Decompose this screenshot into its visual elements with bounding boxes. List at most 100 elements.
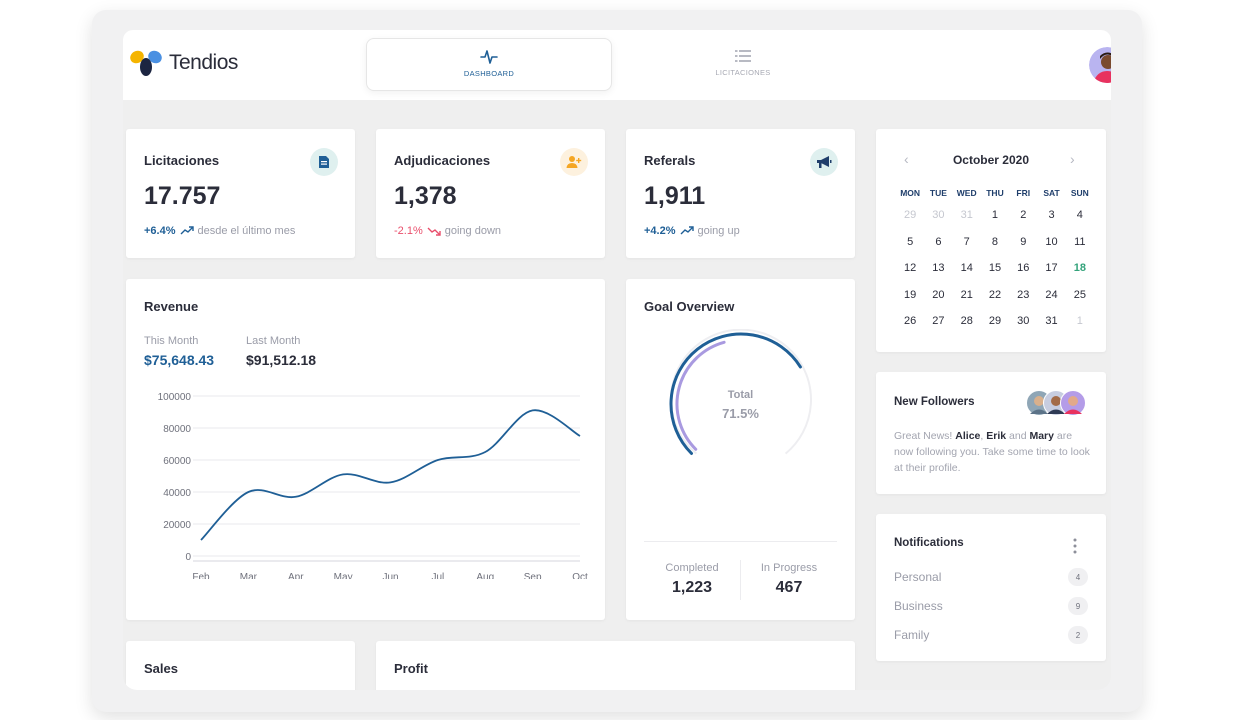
calendar-day[interactable]: 27 xyxy=(932,315,945,328)
sales-card: Sales xyxy=(126,641,355,690)
calendar-day[interactable]: 10 xyxy=(1045,235,1058,248)
revenue-series-line xyxy=(200,409,581,541)
follower-name[interactable]: Alice xyxy=(955,430,981,442)
this-month-label: This Month xyxy=(144,335,199,347)
brand-name[interactable]: Tendios xyxy=(169,51,238,74)
stat-footer: +6.4% desde el último mes xyxy=(144,225,295,237)
profit-card: Profit xyxy=(376,641,855,690)
calendar-day[interactable]: 5 xyxy=(907,235,914,248)
chevron-left-icon[interactable]: ‹ xyxy=(904,151,909,167)
tab-licitaciones[interactable]: LICITACIONES xyxy=(620,38,866,91)
chevron-right-icon[interactable]: › xyxy=(1070,151,1075,167)
y-tick-label: 100000 xyxy=(158,392,192,403)
follower-name[interactable]: Mary xyxy=(1029,430,1054,442)
y-tick-label: 40000 xyxy=(163,488,191,499)
followers-sep: , xyxy=(980,430,987,442)
calendar-day[interactable]: 4 xyxy=(1076,209,1083,222)
calendar-day[interactable]: 8 xyxy=(991,235,999,248)
calendar-day[interactable]: 3 xyxy=(1048,209,1055,222)
calendar-day[interactable]: 11 xyxy=(1074,235,1086,248)
calendar-day[interactable]: 23 xyxy=(1017,288,1030,301)
user-avatar[interactable] xyxy=(1089,47,1111,83)
notification-count: 4 xyxy=(1068,568,1088,586)
x-tick-label: Jul xyxy=(431,572,444,579)
x-tick-label: Jun xyxy=(382,572,398,579)
x-tick-label: Sep xyxy=(524,572,542,579)
in-progress-label: In Progress xyxy=(760,562,818,574)
tab-licitaciones-label: LICITACIONES xyxy=(715,68,771,77)
calendar-day[interactable]: 29 xyxy=(904,209,917,222)
calendar-day[interactable]: 30 xyxy=(1017,315,1030,328)
goal-card: Goal Overview Total 71.5% Completed 1,22… xyxy=(626,279,855,620)
followers-card: New Followers Great News! Alice, Erik an… xyxy=(876,372,1106,494)
stat-footer: -2.1% going down xyxy=(394,225,501,237)
calendar-day[interactable]: 7 xyxy=(963,235,970,248)
calendar-day[interactable]: 21 xyxy=(960,288,973,301)
stat-card-licitaciones: Licitaciones 17.757 +6.4% desde el últim… xyxy=(126,129,355,258)
follower-avatar[interactable] xyxy=(1060,390,1086,416)
calendar-day[interactable]: 16 xyxy=(1017,262,1030,275)
stat-value: 17.757 xyxy=(144,182,221,210)
calendar-day[interactable]: 24 xyxy=(1045,288,1058,301)
goal-ring xyxy=(669,329,812,455)
weekday-label: FRI xyxy=(1016,188,1031,198)
follower-avatars xyxy=(1026,390,1090,416)
calendar-day[interactable]: 9 xyxy=(1020,235,1027,248)
more-vertical-icon[interactable] xyxy=(1072,538,1078,554)
notification-item[interactable]: Personal 4 xyxy=(894,568,1088,586)
x-tick-label: Apr xyxy=(288,572,304,579)
calendar-day[interactable]: 25 xyxy=(1073,288,1086,301)
calendar-month: October 2020 xyxy=(952,153,1030,167)
notification-label: Family xyxy=(894,628,930,642)
followers-text-pre: Great News! xyxy=(894,430,956,442)
stat-note: desde el último mes xyxy=(197,225,296,237)
trend-up-icon xyxy=(680,226,694,235)
calendar-day[interactable]: 12 xyxy=(904,262,917,275)
stat-card-adjudicaciones: Adjudicaciones 1,378 -2.1% going down xyxy=(376,129,605,258)
calendar-day[interactable]: 20 xyxy=(932,288,945,301)
calendar-day[interactable]: 19 xyxy=(904,288,917,301)
calendar-day[interactable]: 30 xyxy=(932,209,945,222)
tab-dashboard[interactable]: DASHBOARD xyxy=(366,38,612,91)
calendar-card: ‹ October 2020 › MON TUE WED THU FRI SAT SUN 29… xyxy=(876,129,1106,352)
calendar-day[interactable]: 28 xyxy=(960,315,973,328)
this-month-value: $75,648.43 xyxy=(144,352,215,368)
calendar-day[interactable]: 22 xyxy=(988,288,1002,301)
profit-title: Profit xyxy=(394,661,428,676)
calendar-day[interactable]: 13 xyxy=(932,262,945,275)
calendar-day[interactable]: 1 xyxy=(1076,315,1083,328)
goal-arc-inner xyxy=(675,340,726,451)
weekday-label: WED xyxy=(956,188,977,198)
goal-title: Goal Overview xyxy=(644,299,735,314)
revenue-card: Revenue This Month $75,648.43 Last Month… xyxy=(126,279,605,620)
calendar-day[interactable]: 15 xyxy=(988,262,1002,275)
notifications-title: Notifications xyxy=(894,537,964,549)
stat-note: going up xyxy=(697,225,740,237)
x-tick-label: Aug xyxy=(476,572,494,579)
y-tick-label: 20000 xyxy=(163,520,191,531)
calendar-day[interactable]: 26 xyxy=(904,315,917,328)
calendar-day[interactable]: 17 xyxy=(1045,262,1058,275)
in-progress-value: 467 xyxy=(775,579,803,596)
calendar-day[interactable]: 6 xyxy=(935,235,942,248)
follower-name[interactable]: Erik xyxy=(986,430,1007,442)
calendar-day[interactable]: 31 xyxy=(960,209,973,222)
calendar-week: 19 20 21 22 23 24 25 xyxy=(896,282,1094,309)
trend-up-icon xyxy=(180,226,194,235)
calendar-day[interactable]: 2 xyxy=(1020,209,1027,222)
followers-text-post: are now following you. Take some time to… xyxy=(894,430,1090,474)
top-bar: Tendios DASHBOARD LICITACIONES xyxy=(123,30,1111,100)
calendar-day[interactable]: 29 xyxy=(988,315,1002,328)
notification-item[interactable]: Family 2 xyxy=(894,626,1088,644)
calendar-day[interactable]: 1 xyxy=(991,209,999,222)
weekday-label: THU xyxy=(986,188,1004,198)
calendar-day[interactable]: 14 xyxy=(960,262,973,275)
y-tick-label: 0 xyxy=(185,552,191,563)
completed-label: Completed xyxy=(665,562,719,574)
calendar-day-today[interactable]: 18 xyxy=(1073,262,1086,275)
activity-icon xyxy=(480,50,498,64)
notification-item[interactable]: Business 9 xyxy=(894,597,1088,615)
calendar-day[interactable]: 31 xyxy=(1045,315,1058,328)
tab-dashboard-label: DASHBOARD xyxy=(463,69,515,78)
calendar-grid: MON TUE WED THU FRI SAT SUN 29 30 31 1 2 3 4 5 6 7 8 9 10 11… xyxy=(896,184,1094,335)
